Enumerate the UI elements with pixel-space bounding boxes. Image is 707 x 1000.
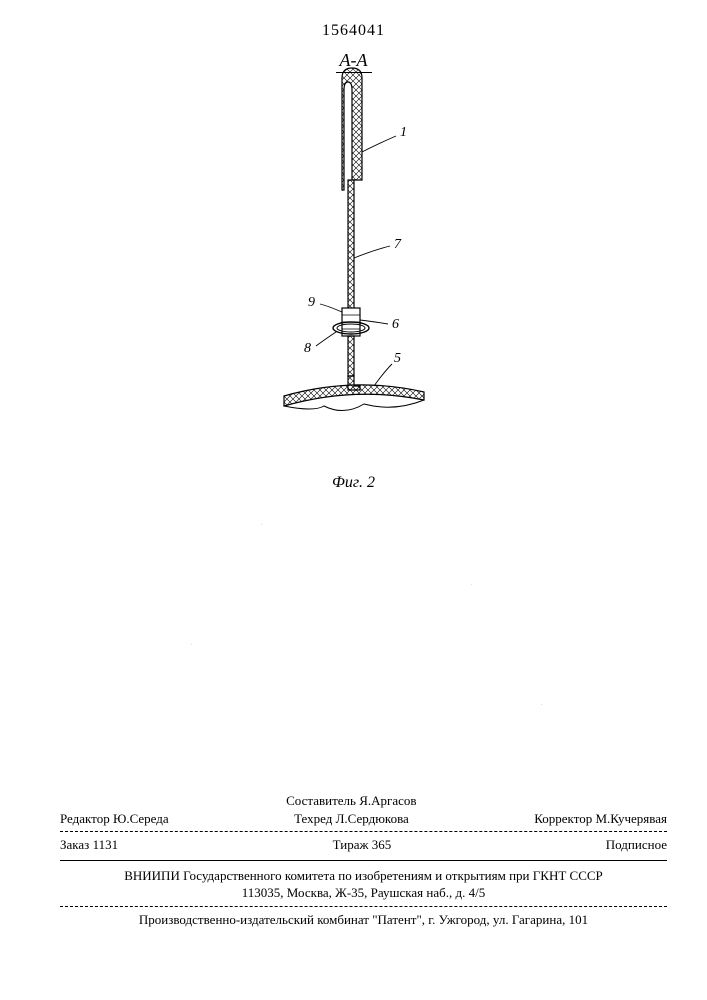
ref-1: 1: [400, 125, 407, 140]
order: Заказ 1131: [60, 836, 118, 854]
scan-noise: ·: [260, 520, 263, 531]
divider-dash: [60, 831, 667, 832]
ref-8: 8: [304, 341, 311, 356]
page: 1564041 А-А: [0, 0, 707, 1000]
editor: Редактор Ю.Середа: [60, 810, 169, 828]
ref-9: 9: [308, 295, 315, 310]
subscription: Подписное: [606, 836, 667, 854]
divider-dash-2: [60, 906, 667, 907]
footer-credits: . Составитель Я.Аргасов . Редактор Ю.Сер…: [60, 792, 667, 928]
corrector: Корректор М.Кучерявая: [534, 810, 667, 828]
figure-container: 1 7 9 6 8 5: [0, 60, 707, 460]
figure-caption: Фиг. 2: [0, 474, 707, 492]
tirage: Тираж 365: [333, 836, 392, 854]
org-line-2: 113035, Москва, Ж-35, Раушская наб., д. …: [60, 884, 667, 902]
document-number: 1564041: [0, 22, 707, 40]
tech-editor: Техред Л.Сердюкова: [294, 810, 409, 828]
scan-noise: ·: [470, 580, 473, 591]
scan-noise: ·: [190, 640, 193, 651]
divider-solid: [60, 860, 667, 861]
ref-5: 5: [394, 351, 401, 366]
ref-7: 7: [394, 237, 402, 252]
scan-noise: ·: [540, 700, 543, 711]
compiler: Составитель Я.Аргасов: [286, 792, 416, 810]
printer-line: Производственно-издательский комбинат "П…: [60, 911, 667, 929]
figure-svg: 1 7 9 6 8 5: [224, 60, 484, 460]
org-line-1: ВНИИПИ Государственного комитета по изоб…: [60, 867, 667, 885]
ref-6: 6: [392, 317, 399, 332]
